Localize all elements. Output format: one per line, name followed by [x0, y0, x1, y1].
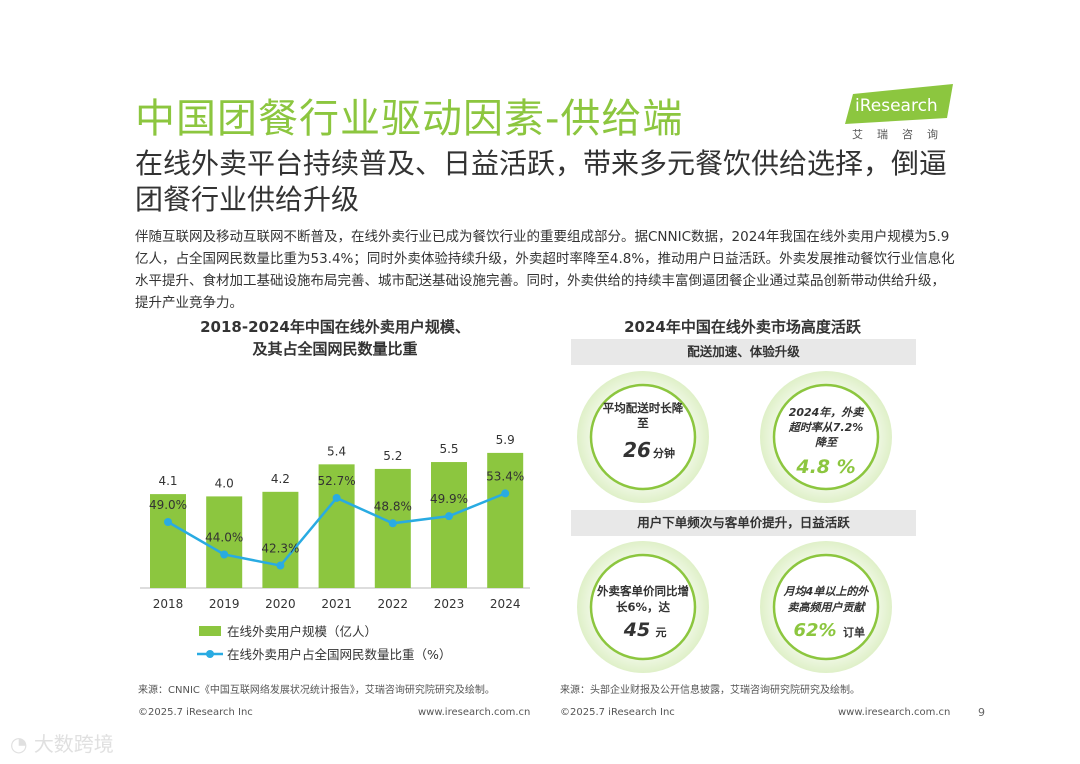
bar-2018 — [150, 494, 186, 588]
watermark-text: 大数跨境 — [33, 732, 114, 756]
circle-avg-delivery-time: 平均配送时长降 至 26 分钟 — [577, 371, 709, 503]
bar-2020 — [262, 491, 299, 588]
x-tick-2024: 2024 — [490, 597, 521, 611]
left-chart-title-line2: 及其占全国网民数量比重 — [252, 340, 418, 358]
legend-bar-label: 在线外卖用户规模（亿人） — [227, 624, 377, 639]
bar-label-2022: 5.2 — [383, 449, 402, 463]
circle4-value: 62% — [793, 620, 836, 641]
logo-subtitle: 艾瑞咨询 — [852, 128, 952, 141]
bar-label-2019: 4.0 — [215, 476, 234, 490]
order-circles: 外卖客单价同比增 长6%，达 45 元 月均4单以上的外 卖高频用户贡献 62%… — [577, 541, 892, 673]
footer-divider — [135, 700, 947, 701]
bar-label-2024: 5.9 — [496, 433, 515, 447]
circle2-value: 4.8 % — [795, 456, 855, 478]
share-label-2021: 52.7% — [318, 474, 356, 488]
x-tick-2023: 2023 — [434, 597, 465, 611]
band-order-frequency: 用户下单频次与客单价提升，日益活跃 — [571, 510, 916, 536]
share-point-2019 — [220, 550, 229, 559]
share-label-2024: 53.4% — [486, 469, 524, 483]
circle1-line2: 至 — [637, 416, 649, 430]
logo-text: iResearch — [855, 96, 938, 116]
share-point-2023 — [445, 512, 453, 521]
x-tick-2018: 2018 — [153, 597, 184, 611]
right-panel-title: 2024年中国在线外卖市场高度活跃 — [624, 318, 861, 336]
share-point-2024 — [501, 489, 510, 498]
circle2-line1: 2024年，外卖 — [789, 406, 866, 419]
share-point-2020 — [276, 561, 285, 570]
legend-line-marker — [206, 650, 214, 658]
share-label-2018: 49.0% — [149, 498, 187, 512]
circle3-line2: 长6%，达 — [616, 600, 671, 614]
circle-timeout-rate: 2024年，外卖 超时率从7.2% 降至 4.8 % — [760, 371, 892, 503]
bar-2023 — [431, 462, 467, 588]
share-point-2022 — [388, 519, 397, 528]
watermark: ◔ 大数跨境 — [10, 728, 114, 757]
share-label-2023: 49.9% — [430, 492, 468, 506]
bar-2024 — [487, 452, 524, 588]
delivery-circles: 平均配送时长降 至 26 分钟 2024年，外卖 超时率从7.2% 降至 4.8… — [577, 371, 892, 503]
bar-2019 — [206, 496, 243, 588]
share-point-2021 — [332, 493, 341, 502]
circle4-line2: 卖高频用户贡献 — [788, 601, 867, 614]
left-chart-title: 2018-2024年中国在线外卖用户规模、 及其占全国网民数量比重 — [135, 316, 535, 360]
circle3-value: 45 — [623, 619, 650, 641]
share-label-2020: 42.3% — [261, 542, 299, 556]
user-scale-chart: 4.1 2018 4.0 2019 4.2 2020 5.4 2021 5.2 2022 5.5 20… — [140, 433, 530, 662]
circle3-unit: 元 — [656, 626, 667, 639]
page-number: 9 — [978, 706, 985, 719]
share-label-2019: 44.0% — [205, 531, 243, 545]
page-title: 中国团餐行业驱动因素-供给端 — [135, 96, 684, 142]
iresearch-logo: iResearch — [845, 84, 953, 124]
circle1-value: 26 — [623, 438, 651, 462]
bar-label-2018: 4.1 — [158, 474, 177, 488]
bar-2021 — [318, 464, 355, 588]
band-delivery: 配送加速、体验升级 — [571, 339, 916, 365]
bar-label-2023: 5.5 — [439, 442, 458, 456]
circle-avg-order-value: 外卖客单价同比增 长6%，达 45 元 — [577, 541, 709, 673]
circle2-line3: 降至 — [815, 436, 839, 449]
x-tick-2022: 2022 — [378, 597, 409, 611]
left-chart-title-line1: 2018-2024年中国在线外卖用户规模、 — [200, 318, 470, 336]
circle3-line1: 外卖客单价同比增 — [596, 584, 689, 598]
footer-right-url[interactable]: www.iresearch.com.cn — [838, 707, 951, 718]
footer-right-copyright: ©2025.7 iResearch Inc — [560, 707, 675, 718]
bar-2022 — [374, 468, 411, 588]
share-point-2018 — [164, 518, 172, 526]
circle4-unit: 订单 — [843, 625, 865, 639]
circle-high-frequency-users: 月均4单以上的外 卖高频用户贡献 62% 订单 — [760, 541, 892, 673]
left-source: 来源：CNNIC《中国互联网络发展状况统计报告》，艾瑞咨询研究院研究及绘制。 — [138, 685, 495, 696]
x-tick-2021: 2021 — [321, 597, 352, 611]
body-paragraph: 伴随互联网及移动互联网不断普及，在线外卖行业已成为餐饮行业的重要组成部分。据CN… — [135, 229, 955, 311]
legend-line-label: 在线外卖用户占全国网民数量比重（%） — [227, 647, 451, 662]
footer-left-copyright: ©2025.7 iResearch Inc — [138, 707, 253, 718]
bar-label-2020: 4.2 — [271, 472, 290, 486]
circle1-unit: 分钟 — [653, 446, 675, 460]
circle2-line2: 超时率从7.2% — [788, 421, 864, 434]
circle4-line1: 月均4单以上的外 — [783, 585, 870, 598]
right-source: 来源：头部企业财报及公开信息披露，艾瑞咨询研究院研究及绘制。 — [560, 685, 860, 696]
x-tick-2020: 2020 — [265, 597, 296, 611]
x-tick-2019: 2019 — [209, 597, 240, 611]
circle1-line1: 平均配送时长降 — [603, 401, 684, 415]
bar-label-2021: 5.4 — [327, 444, 346, 458]
footer-left-url[interactable]: www.iresearch.com.cn — [418, 707, 531, 718]
page-subtitle: 在线外卖平台持续普及、日益活跃，带来多元餐饮供给选择，倒逼团餐行业供给升级 — [135, 147, 948, 216]
share-label-2022: 48.8% — [374, 499, 412, 513]
legend-bar-swatch — [199, 626, 221, 636]
watermark-icon: ◔ — [10, 732, 28, 756]
